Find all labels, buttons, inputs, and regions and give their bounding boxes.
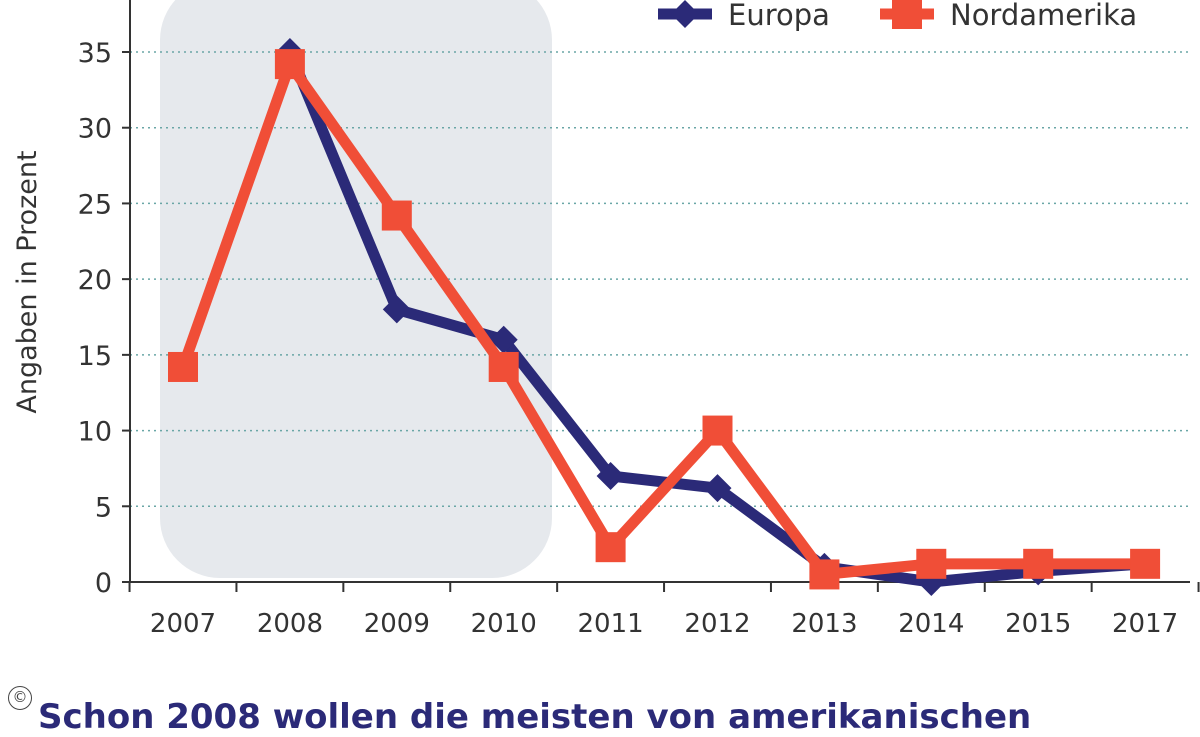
legend-label: Europa xyxy=(728,0,830,32)
data-point-nordamerika xyxy=(274,49,305,80)
data-point-europa xyxy=(703,474,732,503)
x-tick-label: 2007 xyxy=(150,609,216,639)
y-tick-label: 30 xyxy=(78,114,112,145)
legend: Europa Nordamerika xyxy=(658,0,1137,32)
data-point-nordamerika xyxy=(916,548,947,579)
y-axis-label: Angaben in Prozent xyxy=(12,150,43,413)
x-tick-label: 2009 xyxy=(364,609,430,639)
series-group xyxy=(168,38,1161,596)
data-point-nordamerika xyxy=(1023,548,1054,579)
data-point-nordamerika xyxy=(702,415,733,446)
y-tick-label: 25 xyxy=(78,189,112,220)
y-tick-label: 35 xyxy=(78,38,112,69)
y-tick-label: 20 xyxy=(78,265,112,296)
data-point-nordamerika xyxy=(488,351,519,382)
x-tick-label: 2013 xyxy=(791,609,857,639)
x-tick-label: 2012 xyxy=(684,609,750,639)
y-tick-label: 15 xyxy=(78,341,112,372)
x-tick-label: 2017 xyxy=(1112,609,1178,639)
series-line-nordamerika xyxy=(177,58,1151,580)
x-tick-label: 2011 xyxy=(578,609,644,639)
x-tick-label: 2014 xyxy=(898,609,964,639)
y-tick-label: 0 xyxy=(95,568,112,599)
legend-marker-square xyxy=(892,0,922,29)
data-point-europa xyxy=(382,295,411,324)
x-tick-label: 2010 xyxy=(471,609,537,639)
x-tick-labels: 2007 2008 2009 2010 2011 2012 2013 2014 2015 2017 xyxy=(150,609,1178,639)
gridlines xyxy=(130,51,1190,508)
data-point-nordamerika xyxy=(381,200,412,231)
data-point-nordamerika xyxy=(1130,548,1161,579)
data-point-europa xyxy=(596,462,625,490)
x-tick-label: 2008 xyxy=(257,609,323,639)
y-tick-label: 5 xyxy=(95,492,112,523)
data-point-europa xyxy=(489,325,518,354)
data-point-nordamerika xyxy=(595,532,626,563)
y-tick-labels: 0 5 10 15 20 25 30 35 xyxy=(78,38,112,599)
legend-label: Nordamerika xyxy=(950,0,1137,32)
x-tick-label: 2015 xyxy=(1005,609,1071,639)
y-tick-label: 10 xyxy=(78,417,112,448)
axes xyxy=(122,0,1200,592)
highlight-region xyxy=(160,0,552,578)
data-point-nordamerika xyxy=(168,351,198,382)
footer-caption: Schon 2008 wollen die meisten von amerik… xyxy=(38,697,1032,737)
copyright-icon: © xyxy=(8,686,32,710)
legend-marker-diamond xyxy=(671,0,699,28)
data-point-nordamerika xyxy=(809,559,840,590)
